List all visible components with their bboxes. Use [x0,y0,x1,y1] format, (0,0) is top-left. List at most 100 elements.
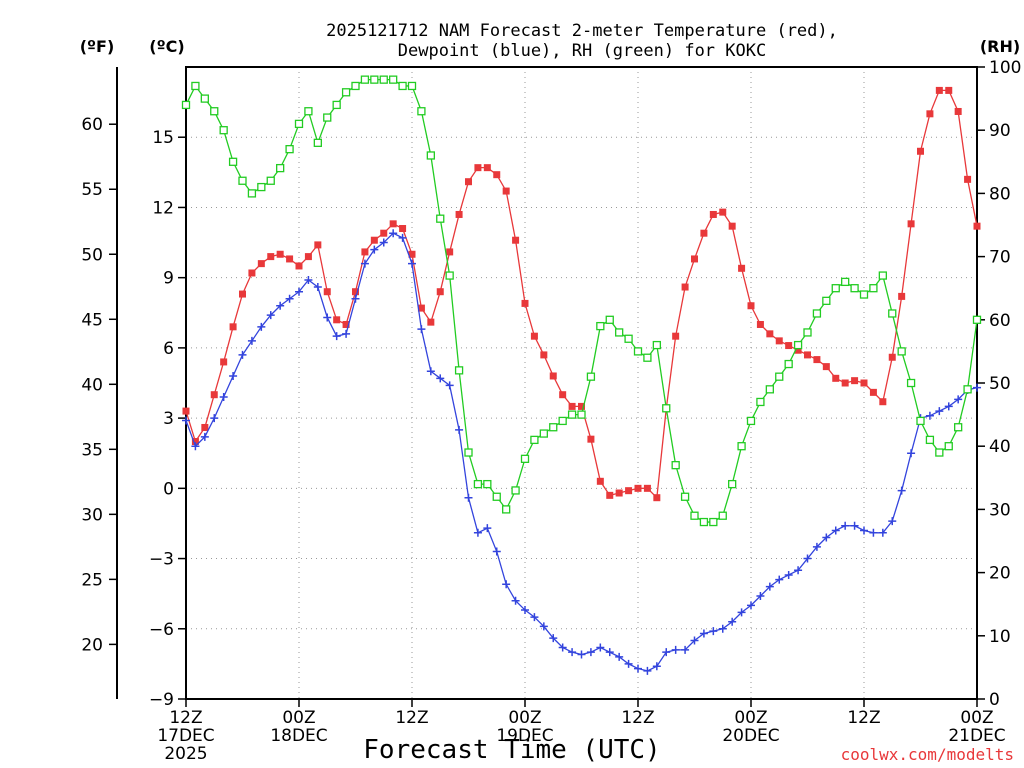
temperature-point [841,379,849,387]
rh-point [680,492,690,501]
x-tick-label: 00Z [282,708,315,728]
temperature-point [352,288,359,296]
dewpoint-point [878,528,887,537]
dewpoint-point [690,636,699,645]
dewpoint-point [803,554,812,563]
rh-point [822,296,831,305]
temperature-point [653,494,661,502]
dewpoint-point [596,643,605,652]
temperature-point [766,330,774,338]
dewpoint-point [191,442,200,451]
fahrenheit-tick-label: 40 [81,375,103,395]
rh-point [803,328,812,337]
dewpoint-point [747,601,755,610]
dewpoint-point [436,374,445,383]
dewpoint-point [511,596,520,605]
temperature-point [370,236,378,244]
rh-point [897,347,906,356]
dewpoint-point [304,276,313,285]
temperature-point [417,304,425,312]
temperature-point [239,290,246,298]
temperature-point [728,222,736,230]
x-tick-label: 12Z [395,708,428,728]
temperature-point [973,222,981,230]
temperature-point [455,210,463,218]
temperature-point [907,220,915,228]
rh-tick-label: 50 [989,374,1011,394]
x-tick-label: 2025 [164,744,207,764]
temperature-point [399,225,407,233]
dewpoint-point [276,301,285,310]
dewpoint-point [765,582,774,591]
temperature-point [832,374,840,382]
temperature-point [267,253,275,261]
dewpoint-point [775,575,784,584]
rh-point [718,511,727,520]
dewpoint-point [869,528,878,537]
dewpoint-point [219,393,228,402]
dewpoint-point [558,643,567,652]
rh-point [351,81,360,91]
rh-point [219,126,228,135]
dewpoint-point [925,411,934,420]
dewpoint-point [718,624,727,633]
rh-point [332,100,341,110]
rh-point [558,416,567,426]
dewpoint-point [285,294,294,303]
temperature-line [185,89,978,500]
temperature-point [483,164,491,172]
rh-point [257,182,266,192]
rh-point [643,353,652,362]
rh-point [963,385,972,394]
temperature-point [323,288,331,296]
rh-point [200,94,209,103]
x-tick-label: 18DEC [270,726,327,746]
rh-point [238,176,247,185]
celsius-tick-label: 15 [152,128,174,148]
rh-point [464,448,473,457]
rh-point [586,372,596,381]
rh-point [633,347,643,356]
dewpoint-point [888,517,897,526]
temperature-point [342,320,350,328]
x-tick-label: 12Z [847,708,880,728]
rh-point [841,277,850,287]
temperature-point [408,250,416,258]
dewpoint-point [681,645,690,654]
temperature-point [719,208,727,216]
dewpoint-point [408,259,416,268]
dewpoint-point [247,336,256,345]
temperature-point [596,477,604,485]
dewpoint-point [794,566,803,575]
temperature-point [333,316,341,324]
temperature-point [568,402,576,410]
dewpoint-point [737,608,746,617]
temperature-point [851,377,859,385]
dewpoint-point [831,526,840,535]
temperature-point [822,363,830,371]
dewpoint-point [182,416,190,425]
temperature-point [738,264,746,272]
rh-tick-label: 10 [989,627,1011,647]
temperature-point [474,164,482,172]
temperature-point [436,288,444,296]
temperature-point [681,283,689,291]
dewpoint-point [238,350,247,359]
dewpoint-point [342,329,351,338]
dewpoint-point [935,407,944,416]
celsius-tick-label: 3 [163,409,174,429]
dewpoint-point [351,294,360,303]
dewpoint-point [530,613,539,622]
rh-point [426,151,435,160]
rh-point [652,340,661,350]
fahrenheit-tick-label: 35 [81,440,103,460]
rh-tick-label: 100 [989,58,1021,78]
temperature-point [615,489,623,497]
dewpoint-point [549,634,558,643]
rh-point [671,461,680,470]
axes [109,66,985,707]
credit-text: coolwx.com/modelts [841,745,1014,764]
temperature-point [756,320,764,328]
rh-point [596,321,605,331]
celsius-tick-label: −6 [149,620,174,640]
